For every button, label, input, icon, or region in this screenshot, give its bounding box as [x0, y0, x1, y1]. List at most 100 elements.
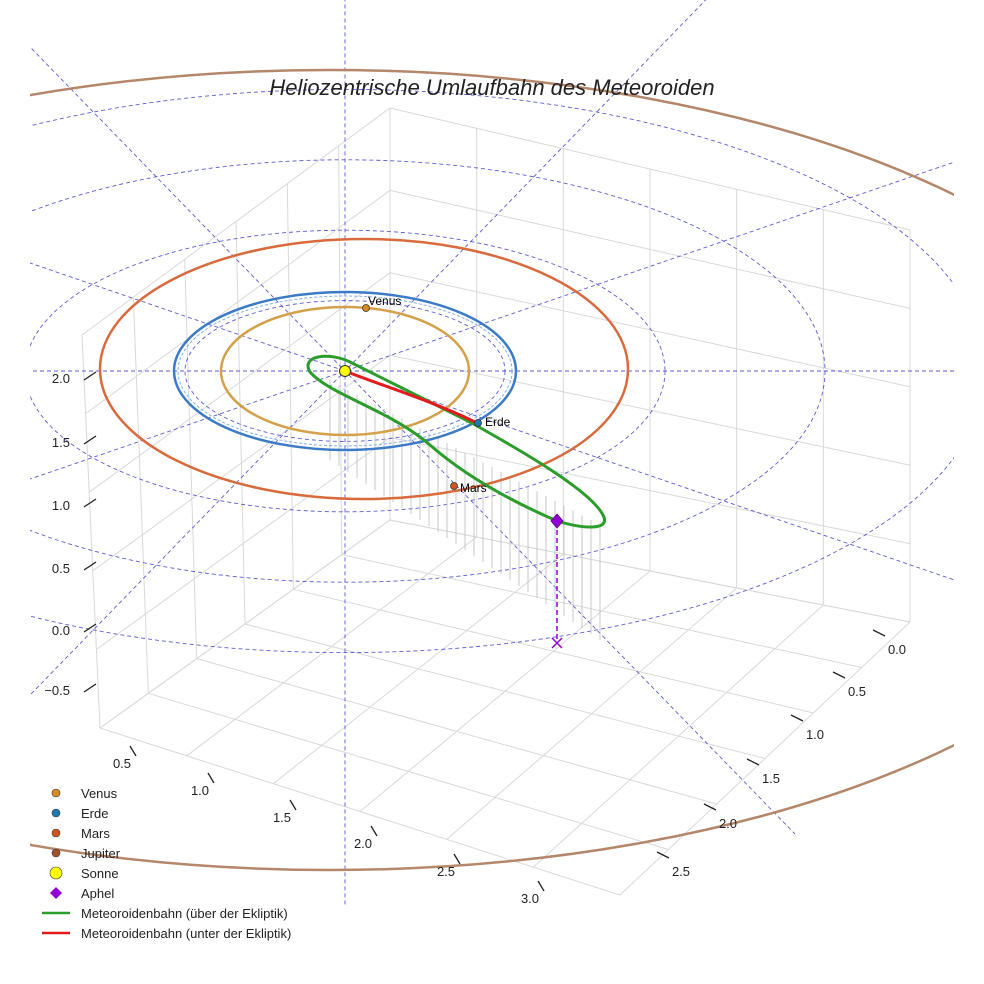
legend-label: Meteoroidenbahn (unter der Ekliptik)	[81, 926, 291, 941]
legend-marker	[51, 808, 61, 818]
floor-grid-line	[293, 588, 814, 714]
right-tick-mark	[746, 758, 760, 766]
floor-grid-line	[244, 623, 766, 759]
wall-grid-line	[88, 272, 391, 493]
legend-item: Meteoroidenbahn (unter der Ekliptik)	[42, 926, 291, 941]
left-tick-mark	[453, 853, 461, 865]
legend-label: Meteoroidenbahn (über der Ekliptik)	[81, 906, 288, 921]
legend-marker	[51, 788, 61, 798]
z-tick-label: 0.0	[52, 623, 70, 638]
wall-grid-line	[389, 437, 911, 545]
left-tick-mark	[370, 825, 378, 837]
z-tick-mark	[83, 435, 97, 445]
right-tick-label: 2.5	[672, 864, 690, 879]
z-tick-label: −0.5	[44, 683, 70, 698]
mars-orbit	[98, 237, 630, 501]
floor-grid-line	[341, 554, 862, 668]
z-tick-label: 2.0	[52, 371, 70, 386]
wall-grid-line	[85, 189, 391, 415]
sun-marker	[339, 365, 351, 377]
venus-marker	[362, 304, 370, 312]
right-tick-mark	[656, 851, 670, 859]
wall-grid-line	[92, 354, 391, 572]
reference-radial	[30, 262, 954, 581]
earth-orbit	[172, 290, 518, 452]
wall-grid-line	[389, 519, 911, 623]
floor-grid-line	[148, 692, 669, 850]
left-tick-label: 0.5	[113, 756, 131, 771]
legend-marker	[49, 866, 63, 880]
z-tick-mark	[83, 623, 97, 633]
z-tick-mark	[83, 371, 97, 381]
earth-marker	[474, 419, 482, 427]
legend-item: Jupiter	[51, 846, 121, 861]
right-tick-label: 1.5	[762, 771, 780, 786]
mars-marker	[450, 482, 458, 490]
wall-grid-line	[132, 297, 149, 694]
legend-label: Venus	[81, 786, 118, 801]
right-tick-mark	[872, 629, 886, 637]
reference-grid	[30, 0, 954, 906]
left-tick-label: 1.5	[273, 810, 291, 825]
legend-item: Venus	[51, 786, 118, 801]
legend-marker	[50, 887, 62, 899]
legend-item: Aphel	[50, 886, 114, 901]
left-tick-mark	[537, 880, 545, 892]
venus-label: Venus	[368, 294, 401, 308]
left-tick-label: 2.0	[354, 836, 372, 851]
right-tick-mark	[703, 803, 717, 811]
legend-item: Erde	[51, 806, 108, 821]
left-tick-mark	[207, 772, 215, 784]
venus-orbit	[219, 305, 471, 437]
earth-label: Erde	[485, 415, 511, 429]
wall-grid-line	[235, 221, 246, 625]
legend-label: Erde	[81, 806, 108, 821]
floor-grid-line	[196, 658, 717, 805]
left-tick-label: 2.5	[437, 864, 455, 879]
legend-label: Mars	[81, 826, 110, 841]
legend-label: Jupiter	[81, 846, 121, 861]
right-tick-label: 1.0	[806, 727, 824, 742]
legend-label: Aphel	[81, 886, 114, 901]
right-tick-mark	[832, 671, 846, 679]
legend-item: Mars	[51, 826, 110, 841]
z-tick-mark	[83, 561, 97, 571]
z-axis: 2.0 1.5 1.0 0.5 0.0 −0.5	[44, 371, 97, 698]
left-tick-mark	[129, 745, 137, 757]
wall-grid-line	[389, 107, 911, 231]
wall-grid-line	[389, 272, 911, 388]
legend: Venus Erde Mars Jupiter Sonne Aphel Meteoroide…	[42, 786, 291, 941]
right-tick-mark	[790, 714, 804, 722]
z-tick-mark	[83, 683, 97, 693]
reference-radial	[30, 161, 954, 480]
wall-grid-line	[389, 354, 911, 466]
chart-title: Heliozentrische Umlaufbahn des Meteoroid…	[269, 75, 714, 100]
wall-grid-line	[96, 437, 391, 650]
jupiter-orbit	[30, 68, 954, 872]
wall-grid-line	[389, 189, 911, 309]
legend-item: Meteoroidenbahn (über der Ekliptik)	[42, 906, 288, 921]
aphel-projection-marker	[551, 637, 563, 649]
left-tick-label: 3.0	[521, 891, 539, 906]
wall-grid-line	[184, 259, 198, 659]
mars-label: Mars	[460, 481, 487, 495]
right-tick-label: 0.5	[848, 684, 866, 699]
right-tick-label: 0.0	[888, 642, 906, 657]
legend-item: Sonne	[49, 866, 119, 881]
legend-marker	[51, 848, 61, 858]
legend-label: Sonne	[81, 866, 119, 881]
wall-grid-line	[286, 183, 294, 590]
right-tick-label: 2.0	[719, 816, 737, 831]
left-tick-label: 1.0	[191, 783, 209, 798]
z-tick-label: 1.5	[52, 435, 70, 450]
z-tick-mark	[83, 498, 97, 508]
z-tick-label: 1.0	[52, 498, 70, 513]
meteoroid-orbit-above	[306, 354, 606, 529]
aphel-marker	[550, 513, 564, 529]
wall-grid-line	[81, 107, 391, 336]
z-tick-label: 0.5	[52, 561, 70, 576]
wall-grid-line	[81, 334, 101, 729]
legend-marker	[51, 828, 61, 838]
right-axis: 0.0 0.5 1.0 1.5 2.0 2.5	[656, 629, 906, 879]
